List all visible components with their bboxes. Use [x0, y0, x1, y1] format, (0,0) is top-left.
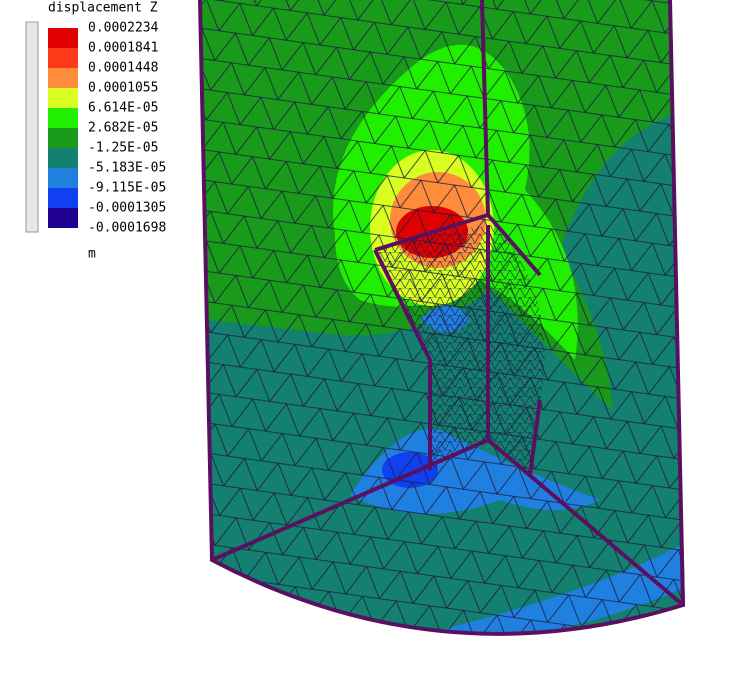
legend-slider	[25, 21, 39, 233]
legend-label: -5.183E-05	[88, 161, 166, 176]
legend-label: 0.0001448	[88, 61, 158, 76]
legend-swatch	[48, 28, 78, 48]
legend-swatch	[48, 168, 78, 188]
mesh-edges	[198, 0, 686, 636]
legend-label: 0.0001841	[88, 41, 158, 56]
legend-label: -0.0001698	[88, 221, 166, 236]
legend-swatch	[48, 148, 78, 168]
legend-swatch	[48, 88, 78, 108]
contour-plot	[200, 0, 685, 634]
legend-label: 0.0001055	[88, 81, 158, 96]
legend-swatch	[48, 188, 78, 208]
legend-label: -0.0001305	[88, 201, 166, 216]
legend-swatch	[48, 208, 78, 228]
legend-swatch	[48, 68, 78, 88]
legend-label: 2.682E-05	[88, 121, 158, 136]
legend-title: displacement Z	[48, 1, 158, 16]
legend-swatch	[48, 108, 78, 128]
legend-label: 0.0002234	[88, 21, 159, 36]
legend-label: -9.115E-05	[88, 181, 166, 196]
legend-swatch	[48, 128, 78, 148]
legend-label: 6.614E-05	[88, 101, 158, 116]
legend-swatch	[48, 48, 78, 68]
legend-label: -1.25E-05	[88, 141, 158, 156]
legend-unit: m	[88, 247, 96, 262]
legend: displacement Z m 0.0002234 0.0001841 0.000…	[25, 1, 166, 262]
